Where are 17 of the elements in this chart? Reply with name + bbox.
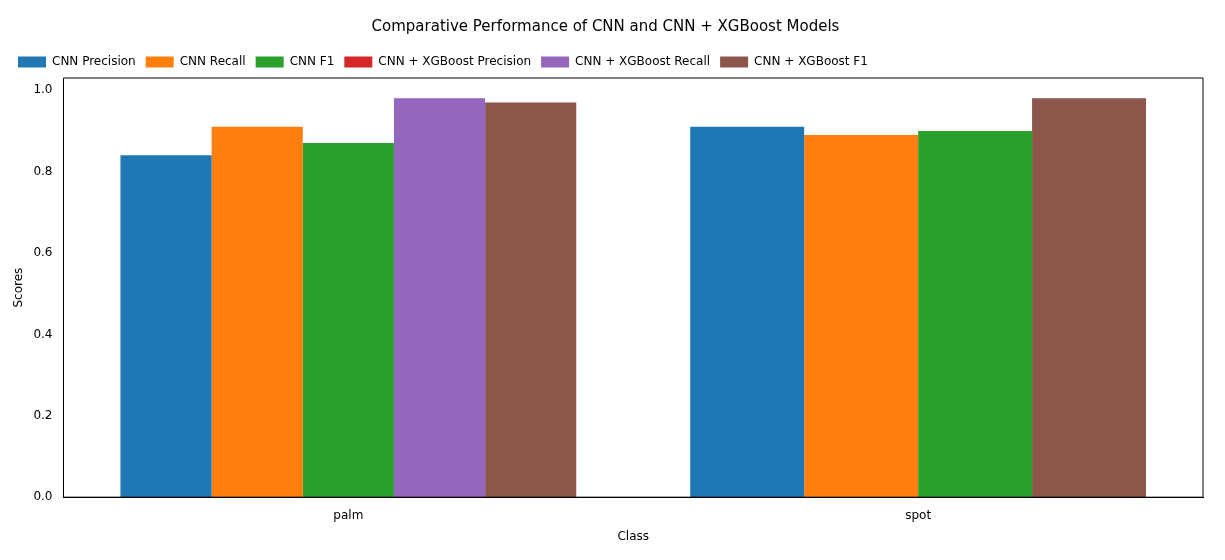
chart-title: Comparative Performance of CNN and CNN + XGBoost Models (371, 16, 840, 35)
y-tick-label: 0.0 (33, 489, 53, 504)
x-tick-label: palm (333, 507, 364, 522)
legend-label: CNN Precision (52, 54, 136, 69)
legend-label: CNN + XGBoost Precision (378, 54, 532, 69)
x-axis-title: Class (617, 528, 650, 543)
legend-label: CNN + XGBoost Recall (575, 54, 711, 69)
y-tick-label: 0.8 (33, 163, 53, 178)
legend-label: CNN Recall (179, 54, 246, 69)
y-axis-title: Scores (11, 267, 26, 308)
y-tick-label: 0.2 (33, 407, 53, 422)
y-tick-label: 0.6 (33, 245, 53, 260)
legend-label: CNN F1 (289, 54, 335, 69)
legend-label: CNN + XGBoost F1 (754, 54, 868, 69)
y-tick-label: 1.0 (33, 82, 53, 97)
y-tick-label: 0.4 (33, 326, 53, 341)
x-tick-label: spot (905, 507, 932, 522)
